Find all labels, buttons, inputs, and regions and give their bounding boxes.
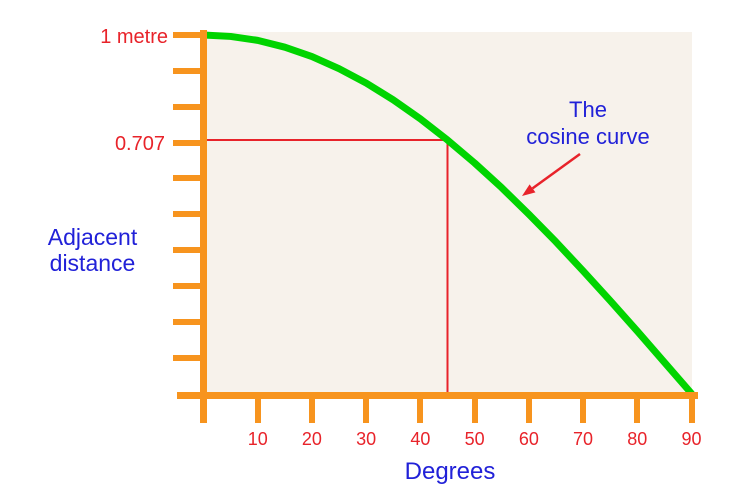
x-axis-title: Degrees bbox=[404, 458, 496, 485]
x-tick bbox=[634, 399, 641, 423]
curve-annotation-label: The cosine curve bbox=[526, 97, 650, 149]
y-tick bbox=[173, 282, 203, 289]
y-axis-title: Adjacent distance bbox=[47, 224, 138, 276]
x-axis bbox=[177, 392, 698, 399]
y-axis bbox=[200, 30, 207, 423]
y-tick bbox=[173, 175, 203, 182]
y-tick bbox=[173, 354, 203, 361]
x-tick bbox=[525, 399, 532, 423]
x-tick bbox=[417, 399, 424, 423]
plot-area-background bbox=[203, 32, 692, 395]
x-tick-label: 80 bbox=[627, 429, 648, 449]
x-tick bbox=[254, 399, 261, 423]
y-tick bbox=[173, 103, 203, 110]
x-tick-label: 30 bbox=[356, 429, 377, 449]
y-tick bbox=[173, 318, 203, 325]
x-tick-label: 70 bbox=[573, 429, 594, 449]
x-tick bbox=[363, 399, 370, 423]
x-tick bbox=[471, 399, 478, 423]
x-tick-label: 60 bbox=[518, 429, 539, 449]
x-tick-label: 50 bbox=[464, 429, 485, 449]
y-tick bbox=[173, 139, 203, 146]
x-tick-label: 20 bbox=[301, 429, 322, 449]
x-tick bbox=[580, 399, 587, 423]
x-tick-label: 40 bbox=[410, 429, 431, 449]
x-tick bbox=[308, 399, 315, 423]
y-tick bbox=[173, 247, 203, 254]
y-max-label: 1 metre bbox=[100, 26, 168, 48]
x-tick bbox=[688, 399, 695, 423]
y-tick bbox=[173, 32, 203, 38]
x-tick-label: 10 bbox=[247, 429, 268, 449]
y-ref-label: 0.707 bbox=[114, 133, 165, 155]
y-tick bbox=[173, 67, 203, 74]
x-tick-label: 90 bbox=[681, 429, 702, 449]
y-tick bbox=[173, 211, 203, 218]
